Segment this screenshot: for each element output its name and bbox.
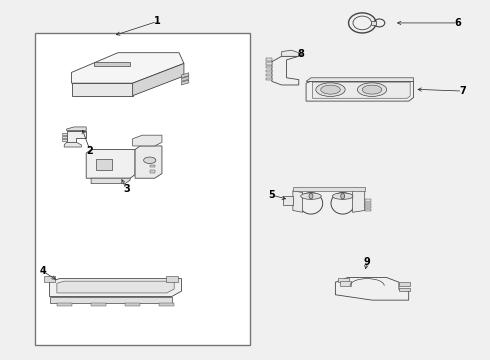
Polygon shape	[44, 276, 55, 282]
Ellipse shape	[321, 85, 340, 94]
Text: 2: 2	[87, 145, 94, 156]
Polygon shape	[57, 303, 72, 306]
Polygon shape	[135, 146, 162, 178]
Text: 6: 6	[454, 18, 461, 28]
Polygon shape	[335, 278, 409, 300]
Polygon shape	[266, 58, 272, 60]
Text: 5: 5	[269, 190, 275, 200]
Polygon shape	[133, 135, 162, 146]
Polygon shape	[96, 159, 112, 170]
Polygon shape	[49, 279, 181, 297]
Bar	[35, 33, 250, 345]
Polygon shape	[266, 78, 272, 80]
Polygon shape	[159, 303, 174, 306]
Polygon shape	[181, 73, 189, 78]
Ellipse shape	[144, 157, 156, 163]
Polygon shape	[62, 136, 67, 138]
Polygon shape	[67, 131, 86, 142]
Polygon shape	[67, 127, 86, 131]
Polygon shape	[365, 209, 370, 211]
Ellipse shape	[309, 193, 313, 199]
Text: 7: 7	[459, 86, 466, 96]
Polygon shape	[150, 165, 155, 167]
Ellipse shape	[316, 83, 345, 96]
Text: 9: 9	[364, 257, 370, 267]
Ellipse shape	[357, 83, 387, 96]
Polygon shape	[399, 288, 410, 291]
Polygon shape	[266, 70, 272, 72]
Polygon shape	[370, 21, 376, 25]
Polygon shape	[150, 159, 155, 162]
Polygon shape	[313, 82, 410, 98]
Polygon shape	[72, 83, 133, 96]
Ellipse shape	[332, 193, 353, 199]
Ellipse shape	[331, 193, 354, 214]
Polygon shape	[293, 187, 365, 191]
Polygon shape	[49, 297, 172, 303]
Text: 8: 8	[297, 49, 304, 59]
Polygon shape	[57, 281, 174, 293]
Text: 4: 4	[40, 266, 47, 276]
Polygon shape	[62, 139, 67, 141]
Polygon shape	[266, 74, 272, 76]
Polygon shape	[283, 196, 293, 205]
Polygon shape	[133, 63, 184, 96]
Polygon shape	[181, 76, 189, 81]
Polygon shape	[166, 276, 177, 282]
Polygon shape	[306, 78, 414, 81]
Polygon shape	[181, 80, 189, 85]
Polygon shape	[91, 178, 130, 184]
Ellipse shape	[301, 193, 321, 199]
Polygon shape	[266, 62, 272, 64]
Polygon shape	[72, 53, 184, 83]
Polygon shape	[338, 278, 348, 282]
Polygon shape	[306, 81, 414, 101]
Polygon shape	[86, 149, 135, 178]
Ellipse shape	[299, 193, 323, 214]
Polygon shape	[150, 170, 155, 173]
Polygon shape	[64, 142, 81, 147]
Polygon shape	[94, 62, 130, 66]
Polygon shape	[91, 303, 106, 306]
Polygon shape	[365, 206, 370, 208]
Ellipse shape	[362, 85, 382, 94]
Text: 3: 3	[123, 184, 130, 194]
Ellipse shape	[341, 193, 344, 199]
Polygon shape	[272, 56, 299, 85]
Polygon shape	[365, 203, 370, 205]
Polygon shape	[62, 133, 67, 135]
Polygon shape	[125, 303, 140, 306]
Polygon shape	[282, 50, 299, 56]
Polygon shape	[293, 191, 303, 212]
Polygon shape	[266, 66, 272, 68]
Text: 1: 1	[154, 17, 160, 27]
Polygon shape	[365, 199, 370, 202]
Polygon shape	[399, 282, 410, 286]
Polygon shape	[352, 191, 365, 212]
Polygon shape	[340, 282, 351, 286]
